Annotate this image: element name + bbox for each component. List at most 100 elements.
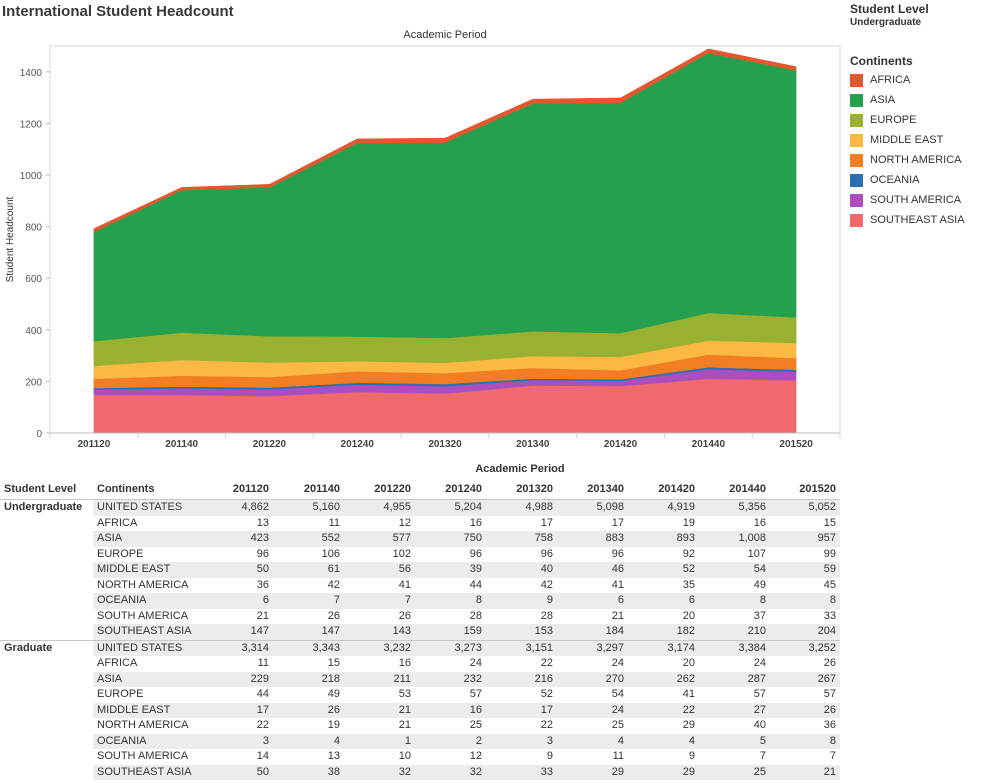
legend-label: AFRICA <box>870 74 911 86</box>
continent-cell: OCEANIA <box>93 733 203 749</box>
value-cell: 44 <box>256 688 269 700</box>
value-cell: 8 <box>415 593 486 609</box>
value-cell: 13 <box>327 750 340 762</box>
value-cell: 15 <box>823 516 836 529</box>
legend-item-southeast-asia[interactable]: SOUTHEAST ASIA <box>850 210 984 230</box>
page-title: International Student Headcount <box>2 3 234 20</box>
legend: AFRICA ASIA EUROPE MIDDLE EAST NORTH AMERICA… <box>850 70 984 230</box>
data-table: Student Level Continents 201120 201140 20122… <box>0 479 840 780</box>
value-cell: 36 <box>256 578 269 591</box>
value-cell: 32 <box>344 764 415 780</box>
column-header-continents: Continents <box>93 479 203 500</box>
value-cell: 42 <box>540 578 553 591</box>
value-cell: 3,232 <box>344 639 415 656</box>
legend-swatch <box>850 193 863 207</box>
column-header-period: 201220 <box>344 479 415 500</box>
value-cell: 19 <box>327 719 340 731</box>
table-row: AFRICA 11 15 16 24 22 24 20 24 26 <box>0 656 840 672</box>
value-cell: 33 <box>486 764 557 780</box>
legend-item-africa[interactable]: AFRICA <box>850 70 984 90</box>
value-cell: 5,052 <box>770 499 840 516</box>
value-cell: 49 <box>327 688 340 700</box>
value-cell: 25 <box>611 719 624 731</box>
continent-cell: EUROPE <box>97 688 144 700</box>
column-header-period: 201340 <box>557 479 628 500</box>
continent-cell: MIDDLE EAST <box>93 562 203 578</box>
continent-cell: NORTH AMERICA <box>97 719 189 731</box>
continent-cell: NORTH AMERICA <box>97 578 189 591</box>
column-header-period: 201140 <box>273 479 344 500</box>
value-cell: 5,356 <box>699 499 770 516</box>
value-cell: 22 <box>628 702 699 718</box>
x-tick-label: 201520 <box>779 439 813 450</box>
continent-cell: EUROPE <box>97 547 144 560</box>
table-row: NORTH AMERICA 22 19 21 25 22 25 29 40 36 <box>0 718 840 734</box>
table-row: OCEANIA 3 4 1 2 3 4 4 5 8 <box>0 733 840 749</box>
value-cell: 9 <box>688 750 695 762</box>
value-cell: 20 <box>682 609 695 622</box>
chart-top-axis-title: Academic Period <box>403 29 487 41</box>
value-cell: 5 <box>699 733 770 749</box>
area-series-africa[interactable] <box>93 48 797 233</box>
value-cell: 3,252 <box>770 639 840 656</box>
value-cell: 11 <box>257 657 269 669</box>
value-cell: 41 <box>398 578 411 591</box>
legend-item-asia[interactable]: ASIA <box>850 90 984 110</box>
value-cell: 3,297 <box>557 639 628 656</box>
x-tick-label: 201220 <box>253 439 287 450</box>
value-cell: 3,151 <box>486 639 557 656</box>
value-cell: 26 <box>823 657 836 669</box>
right-panel: Student Level Undergraduate Continents A… <box>850 0 984 230</box>
legend-swatch <box>850 113 863 127</box>
student-level-cell: Graduate <box>0 639 93 780</box>
value-cell: 1 <box>344 733 415 749</box>
stacked-area-chart[interactable]: 0 200 400 600 800 1000 1200 1400 Student Headcou… <box>0 40 845 452</box>
value-cell: 21 <box>770 764 840 780</box>
value-cell: 893 <box>628 531 699 547</box>
value-cell: 182 <box>628 624 699 640</box>
value-cell: 5,098 <box>557 499 628 516</box>
value-cell: 21 <box>398 719 411 731</box>
value-cell: 21 <box>256 609 269 622</box>
table-row: NORTH AMERICA 36 42 41 44 42 41 35 49 45 <box>0 578 840 594</box>
value-cell: 27 <box>699 702 770 718</box>
x-tick-label: 201420 <box>604 439 638 450</box>
value-cell: 8 <box>699 593 770 609</box>
value-cell: 16 <box>415 702 486 718</box>
filter-value[interactable]: Undergraduate <box>850 17 922 28</box>
value-cell: 6 <box>628 593 699 609</box>
legend-item-europe[interactable]: EUROPE <box>850 110 984 130</box>
value-cell: 96 <box>256 547 269 560</box>
value-cell: 24 <box>469 657 482 669</box>
student-level-cell: Undergraduate <box>0 499 93 640</box>
value-cell: 4 <box>557 733 628 749</box>
continent-cell: SOUTH AMERICA <box>97 750 189 762</box>
value-cell: 21 <box>611 609 624 622</box>
value-cell: 17 <box>203 702 273 718</box>
legend-item-south-america[interactable]: SOUTH AMERICA <box>850 190 984 210</box>
value-cell: 8 <box>770 733 840 749</box>
value-cell: 3,174 <box>628 639 699 656</box>
table-row: ASIA 423 552 577 750 758 883 893 1,008 957 <box>0 531 840 547</box>
value-cell: 11 <box>612 750 624 762</box>
value-cell: 32 <box>415 764 486 780</box>
value-cell: 3,384 <box>699 639 770 656</box>
value-cell: 577 <box>344 531 415 547</box>
value-cell: 3,273 <box>415 639 486 656</box>
legend-label: SOUTH AMERICA <box>870 194 962 206</box>
legend-item-north-america[interactable]: NORTH AMERICA <box>850 150 984 170</box>
column-header-period: 201420 <box>628 479 699 500</box>
value-cell: 4 <box>628 733 699 749</box>
value-cell: 37 <box>753 609 766 622</box>
value-cell: 21 <box>344 702 415 718</box>
table-row: EUROPE 96 106 102 96 96 96 92 107 99 <box>0 547 840 563</box>
legend-item-middle-east[interactable]: MIDDLE EAST <box>850 130 984 150</box>
value-cell: 5,160 <box>273 499 344 516</box>
value-cell: 7 <box>829 750 836 762</box>
continent-cell: SOUTHEAST ASIA <box>93 624 203 640</box>
y-tick-label: 600 <box>25 274 42 285</box>
table-row: Graduate UNITED STATES 3,314 3,343 3,232 3,27… <box>0 639 840 780</box>
legend-swatch <box>850 153 863 167</box>
legend-item-oceania[interactable]: OCEANIA <box>850 170 984 190</box>
value-cell: 5,204 <box>415 499 486 516</box>
